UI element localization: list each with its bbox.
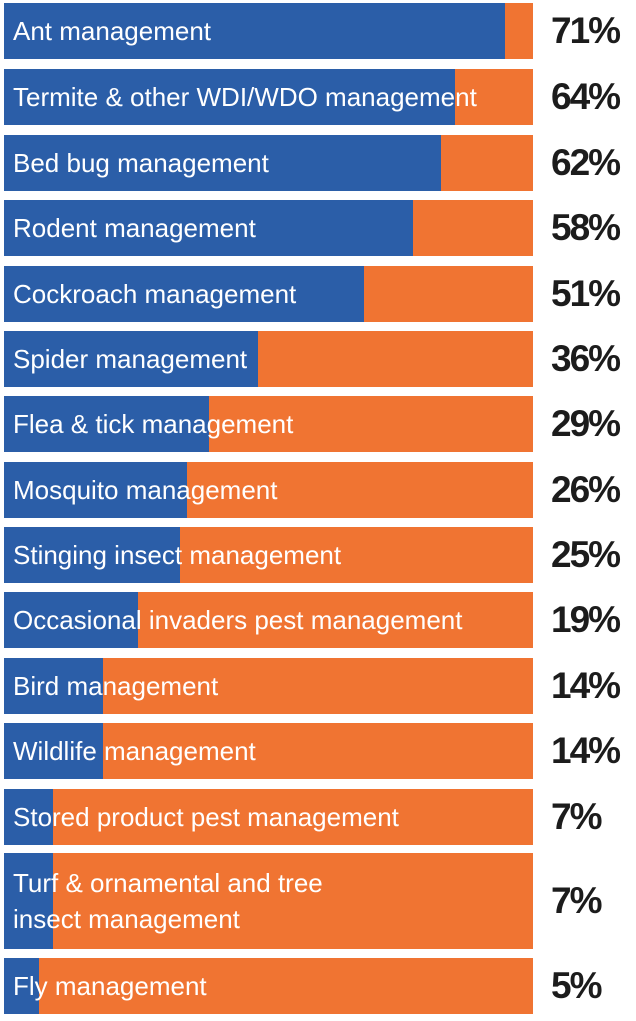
bar-row: Mosquito management — [4, 462, 533, 518]
bar-remainder — [4, 958, 533, 1014]
bar-category-label: Stored product pest management — [13, 802, 399, 832]
bar-category-label: Ant management — [13, 16, 212, 46]
bar-category-label: Mosquito management — [13, 475, 278, 505]
bar-value-label: 14% — [551, 665, 621, 706]
bar — [4, 658, 103, 714]
bar-row: Rodent management — [4, 200, 533, 256]
bar-value-label: 14% — [551, 730, 621, 771]
bar-value-label: 64% — [551, 76, 621, 117]
bar — [4, 331, 258, 387]
bar-row: Termite & other WDI/WDO management — [4, 69, 533, 125]
bar-category-label: Turf & ornamental and tree insect manage… — [13, 868, 323, 934]
bar-value-label: 58% — [551, 207, 621, 248]
bar-value-label: 36% — [551, 338, 621, 379]
bar-row: Bed bug management — [4, 135, 533, 191]
bar-category-label: Fly management — [13, 971, 207, 1001]
bar-row: Wildlife management — [4, 723, 533, 779]
bar-row: Flea & tick management — [4, 396, 533, 452]
bar-category-label: Flea & tick management — [13, 409, 294, 439]
bar — [4, 789, 53, 845]
bar-row: Ant management — [4, 3, 533, 59]
bar — [4, 396, 209, 452]
bar-row: Occasional invaders pest management — [4, 592, 533, 648]
bar-category-label: Rodent management — [13, 213, 256, 243]
bar-row: Stinging insect management — [4, 527, 533, 583]
bar-value-label: 25% — [551, 534, 621, 575]
bar — [4, 462, 187, 518]
bar-remainder — [4, 789, 533, 845]
bar — [4, 3, 505, 59]
bar-value-label: 62% — [551, 142, 621, 183]
bar — [4, 958, 39, 1014]
bar-row: Spider management — [4, 331, 533, 387]
bar — [4, 527, 180, 583]
bar-value-label: 19% — [551, 599, 621, 640]
bar-category-label: Stinging insect management — [13, 540, 342, 570]
bar-value-label: 51% — [551, 273, 621, 314]
bar-row: Bird management — [4, 658, 533, 714]
bar-value-label: 29% — [551, 403, 621, 444]
bar-row: Stored product pest management — [4, 789, 533, 845]
bar-row: Fly management — [4, 958, 533, 1014]
bar-category-label: Termite & other WDI/WDO management — [13, 82, 477, 112]
bar-category-label: Wildlife management — [13, 736, 256, 766]
bar-value-label: 71% — [551, 10, 621, 51]
bar-category-label: Cockroach management — [13, 279, 297, 309]
bar-category-label: Bird management — [13, 671, 219, 701]
bar-value-label: 7% — [551, 796, 602, 837]
bar — [4, 266, 364, 322]
bar-row: Turf & ornamental and tree insect manage… — [4, 853, 533, 949]
bar-value-label: 26% — [551, 469, 621, 510]
bar — [4, 200, 413, 256]
bar — [4, 135, 441, 191]
bar — [4, 723, 103, 779]
bar — [4, 592, 138, 648]
bar-value-label: 7% — [551, 880, 602, 921]
bar-row: Cockroach management — [4, 266, 533, 322]
bar-category-label: Bed bug management — [13, 148, 269, 178]
bar — [4, 853, 53, 949]
bar-category-label: Occasional invaders pest management — [13, 605, 463, 635]
bar — [4, 69, 455, 125]
bar-value-label: 5% — [551, 965, 602, 1006]
bar-remainder — [4, 853, 533, 949]
bar-category-label: Spider management — [13, 344, 248, 374]
